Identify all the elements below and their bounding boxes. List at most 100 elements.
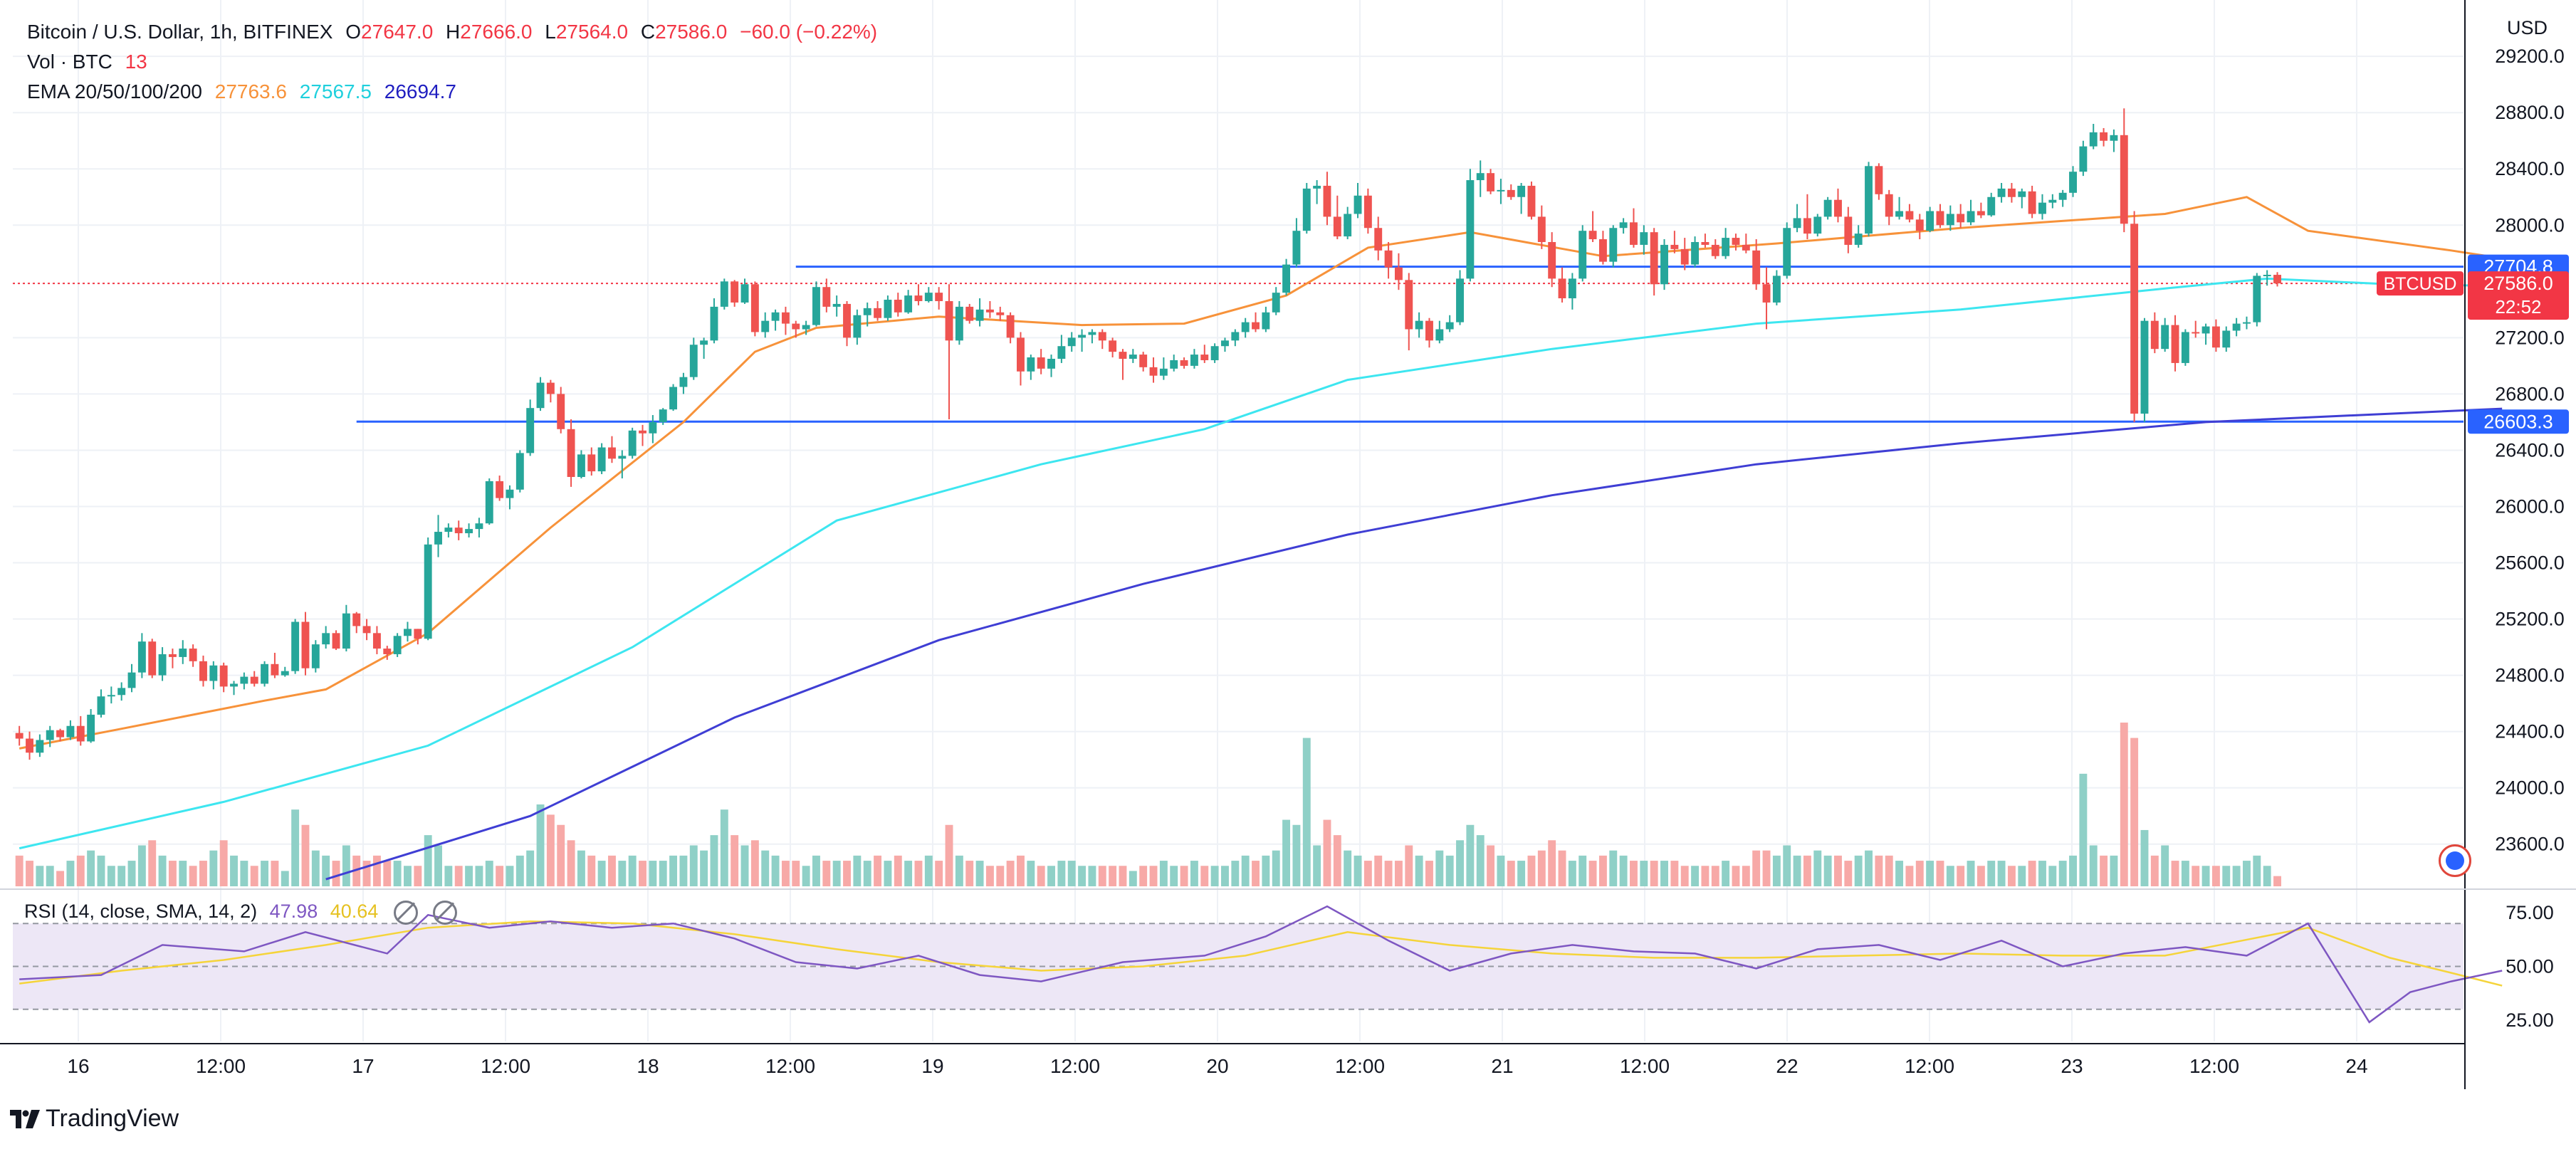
candle-body — [659, 409, 667, 422]
volume-bar — [935, 861, 943, 886]
y-tick-label: 25600.0 — [2495, 552, 2565, 574]
candle-body — [2018, 191, 2026, 197]
volume-bar — [209, 850, 218, 886]
candle-body — [2222, 330, 2231, 348]
candle-body — [2211, 326, 2220, 348]
candle-body — [2263, 275, 2271, 277]
candle-body — [985, 309, 994, 313]
volume-bar — [465, 866, 473, 886]
candle-body — [148, 641, 157, 676]
volume-bar — [536, 804, 545, 886]
volume-bar — [843, 861, 851, 886]
volume-bar — [955, 855, 963, 886]
volume-bar — [689, 845, 698, 886]
volume-bar — [1680, 866, 1689, 886]
globe-icon[interactable] — [2439, 844, 2471, 877]
volume-bar — [1865, 850, 1873, 886]
volume-bar — [874, 855, 882, 886]
candlesticks — [15, 108, 2281, 760]
candle-body — [372, 633, 381, 649]
volume-bar — [546, 814, 555, 886]
candle-body — [1088, 332, 1096, 335]
volume-bar — [179, 861, 187, 886]
symbol-title[interactable]: Bitcoin / U.S. Dollar, 1h, BITFINEX — [27, 21, 333, 43]
y-tick-label: 29200.0 — [2495, 46, 2565, 67]
volume-bar — [1210, 866, 1219, 886]
candle-body — [689, 345, 698, 377]
volume-bar — [1905, 866, 1914, 886]
volume-bar — [1119, 866, 1127, 886]
volume-bar — [557, 824, 565, 886]
candle-body — [1129, 355, 1137, 359]
candle-body — [649, 421, 657, 434]
candle-body — [1885, 194, 1893, 217]
volume-bar — [362, 861, 371, 886]
ema-label[interactable]: EMA 20/50/100/200 — [27, 80, 202, 103]
candle-body — [1017, 337, 1025, 372]
candle-body — [2007, 188, 2016, 197]
candle-body — [475, 523, 483, 530]
rsi-label[interactable]: RSI (14, close, SMA, 14, 2) — [24, 901, 258, 923]
candle-body — [587, 454, 596, 472]
volume-bar — [1527, 855, 1536, 886]
candle-body — [731, 281, 739, 303]
volume-bar — [1976, 866, 1985, 886]
volume-bar — [250, 866, 258, 886]
volume-bar — [740, 845, 749, 886]
x-tick-label: 12:00 — [196, 1055, 246, 1077]
volume-bar — [812, 855, 820, 886]
candle-body — [393, 636, 402, 654]
candle-body — [209, 665, 218, 681]
volume-bar — [894, 855, 902, 886]
candle-body — [465, 529, 473, 534]
candle-body — [669, 387, 678, 410]
volume-bar — [1262, 855, 1270, 886]
volume-bar — [2263, 866, 2271, 886]
candle-body — [1344, 214, 1352, 237]
candle-body — [434, 532, 442, 545]
volume-bar — [424, 835, 432, 886]
hidden-plot-icon[interactable] — [433, 901, 458, 925]
candle-body — [1027, 357, 1035, 372]
volume-bar — [404, 866, 412, 886]
candle-body — [740, 284, 749, 303]
candle-body — [271, 663, 279, 676]
y-tick-label: 28800.0 — [2495, 102, 2565, 123]
y-tick-label: 27200.0 — [2495, 327, 2565, 348]
volume-bar — [822, 861, 831, 886]
ema-legend: EMA 20/50/100/200 27763.6 27567.5 26694.… — [27, 80, 464, 104]
volume-bar — [1936, 861, 1944, 886]
candle-body — [506, 489, 514, 498]
volume-bar — [2120, 723, 2128, 886]
candle-body — [1252, 322, 1260, 330]
hidden-plot-icon[interactable] — [393, 901, 418, 925]
volume-bar — [1057, 861, 1066, 886]
volume-bar — [853, 855, 862, 886]
volume-bar — [1834, 855, 1842, 886]
candle-body — [832, 303, 841, 307]
candle-body — [2181, 332, 2189, 363]
volume-bar — [2150, 855, 2159, 886]
volume-label[interactable]: Vol · BTC — [27, 51, 112, 73]
volume-bar — [1670, 861, 1679, 886]
tradingview-brand[interactable]: TradingView — [10, 1105, 179, 1133]
candle-body — [230, 683, 238, 687]
y-tick-label: 24800.0 — [2495, 665, 2565, 686]
candle-body — [771, 312, 780, 321]
candle-body — [577, 454, 585, 477]
ema-line — [19, 196, 2503, 750]
volume-bar — [1548, 840, 1556, 886]
candle-body — [526, 408, 535, 453]
candle-body — [1854, 234, 1863, 245]
candle-body — [2089, 132, 2098, 147]
candle-body — [2079, 146, 2088, 172]
candle-body — [1006, 315, 1015, 338]
candle-body — [1047, 359, 1055, 369]
candle-body — [1262, 312, 1270, 330]
volume-bar — [771, 855, 780, 886]
candle-body — [802, 325, 810, 330]
candle-body — [1762, 284, 1771, 303]
volume-bar — [750, 840, 759, 886]
candle-body — [2038, 202, 2046, 214]
